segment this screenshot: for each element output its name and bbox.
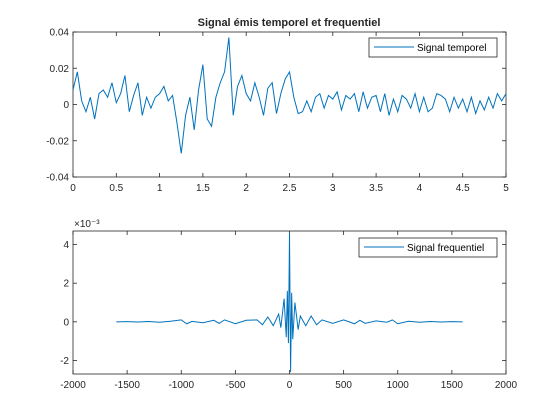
x-tick-label: -500 (225, 380, 245, 391)
legend-temporal: Signal temporel (368, 37, 498, 58)
x-tick-label: 1500 (441, 380, 464, 391)
y-tick-label: 0 (63, 100, 69, 111)
x-tick-label: 4 (417, 183, 423, 194)
legend-label-temporal: Signal temporel (417, 43, 486, 54)
legend-box-frequential (358, 237, 498, 258)
y-tick-label: -0.02 (46, 136, 69, 147)
x-tick-label: 0 (70, 183, 76, 194)
x-tick-label: 3.5 (369, 183, 383, 194)
y-tick-label: 4 (63, 240, 69, 251)
x-tick-label: 2.5 (283, 183, 297, 194)
x-ticks-temporal: 0 0.5 1 1.5 2 2.5 3 3.5 4 4.5 5 (70, 32, 509, 194)
y-ticks-temporal: -0.04 -0.02 0 0.02 0.04 (46, 28, 506, 184)
series-line-frequential (116, 232, 463, 373)
y-tick-label: 0 (63, 317, 69, 328)
y-tick-label: 0.04 (50, 28, 70, 39)
legend-frequential: Signal frequentiel (358, 237, 498, 258)
y-tick-label: -0.04 (46, 173, 69, 184)
x-tick-label: 2000 (495, 380, 518, 391)
legend-label-frequential: Signal frequentiel (407, 243, 484, 254)
y-ticks-frequential: -2 0 2 4 (60, 240, 506, 367)
y-tick-label: 2 (63, 279, 69, 290)
x-tick-label: 0 (287, 380, 293, 391)
x-tick-label: 3 (330, 183, 336, 194)
x-tick-label: 2 (243, 183, 249, 194)
y-exponent-label: ×10⁻³ (74, 219, 100, 230)
x-tick-label: -1000 (168, 380, 194, 391)
chart-title: Signal émis temporel et frequentiel (198, 17, 381, 29)
x-tick-label: 1 (157, 183, 163, 194)
x-tick-label: 500 (335, 380, 352, 391)
x-tick-label: 0.5 (109, 183, 123, 194)
x-tick-label: -1500 (114, 380, 140, 391)
x-tick-label: 1.5 (196, 183, 210, 194)
x-tick-label: 4.5 (456, 183, 470, 194)
y-tick-label: -2 (60, 356, 69, 367)
x-ticks-frequential: -2000 -1500 -1000 -500 0 500 1000 1500 2000 (60, 231, 518, 391)
axes-temporal: Signal émis temporel et frequentiel 0 0.5… (46, 17, 509, 194)
series-line-temporal (72, 37, 507, 154)
axes-frequential: ×10⁻³ -2000 -1500 -1000 -500 0 500 1000 1500 200… (60, 219, 517, 391)
y-tick-label: 0.02 (50, 64, 70, 75)
x-tick-label: 1000 (387, 380, 410, 391)
legend-box-temporal (368, 37, 498, 58)
x-tick-label: -2000 (60, 380, 86, 391)
x-tick-label: 5 (503, 183, 509, 194)
